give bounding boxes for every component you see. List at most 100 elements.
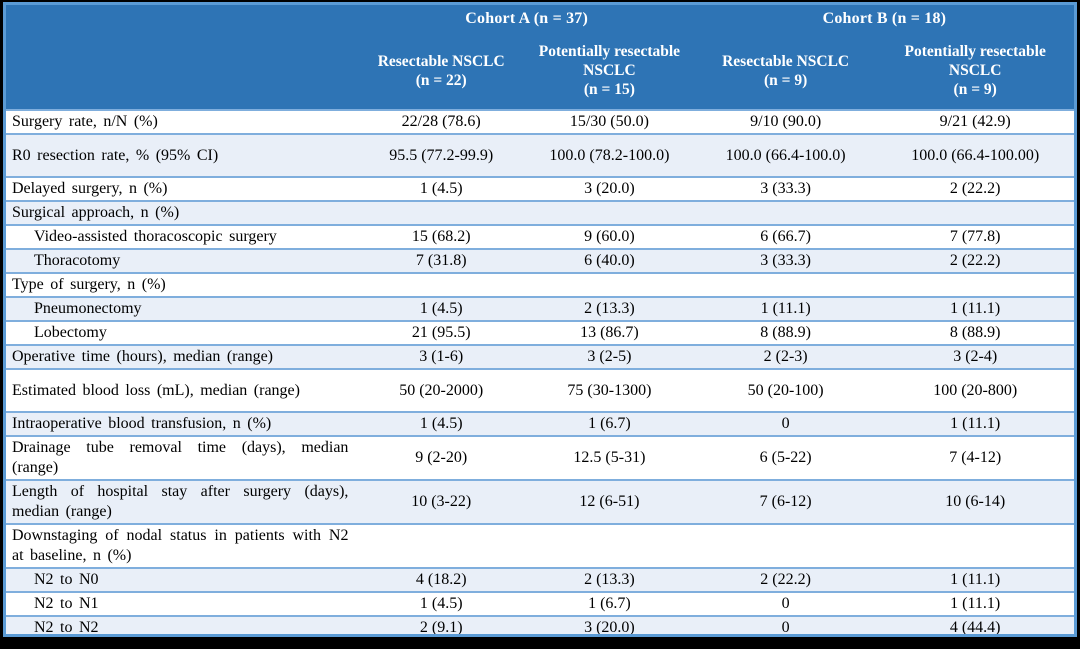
cell-cohort-b-potentially-resectable: 4 (44.4) — [949, 619, 1001, 636]
cell-cohort-b-resectable: 3 (33.3) — [760, 252, 811, 269]
cell-cohort-b-potentially-resectable: 8 (88.9) — [949, 324, 1001, 341]
column-header-n: (n = 9) — [953, 81, 997, 98]
cell-cohort-a-resectable: 4 (18.2) — [415, 571, 467, 588]
cell-cohort-b-potentially-resectable: 100 (20-800) — [933, 381, 1018, 399]
cell-cohort-a-resectable: 1 (4.5) — [419, 415, 463, 432]
table-header: Cohort A (n = 37) Cohort B (n = 18) Rese… — [6, 5, 1074, 109]
column-header-name: Resectable NSCLC — [377, 52, 505, 70]
cell-cohort-b-potentially-resectable: 100.0 (66.4-100.00) — [911, 146, 1040, 164]
table-row: N2 to N2 2 (9.1) 3 (20.0) 0 4 (44.4) — [6, 615, 1074, 636]
cell-cohort-a-resectable: 10 (3-22) — [411, 493, 472, 510]
table-row: N2 to N0 4 (18.2) 2 (13.3) 2 (22.2) 1 (1… — [6, 567, 1074, 591]
cell-cohort-b-potentially-resectable: 3 (2-4) — [953, 348, 998, 365]
row-label: Operative time (hours), median (range) — [12, 348, 274, 365]
column-header-cohort-a-potentially-resectable: Potentially resectable NSCLC (n = 15) — [534, 42, 684, 99]
row-label: Estimated blood loss (mL), median (range… — [12, 381, 300, 399]
cell-cohort-b-resectable: 0 — [781, 595, 790, 612]
column-header-name: Potentially resectable NSCLC — [538, 43, 681, 79]
table-row: Drainage tube removal time (days), media… — [6, 435, 1074, 479]
cell-cohort-b-potentially-resectable: 1 (11.1) — [950, 595, 1001, 612]
cell-cohort-b-resectable: 9/10 (90.0) — [750, 113, 822, 130]
cell-cohort-b-resectable: 0 — [781, 415, 790, 432]
cell-cohort-a-potentially-resectable: 6 (40.0) — [584, 252, 635, 269]
cell-cohort-b-resectable: 0 — [781, 619, 790, 636]
cell-cohort-b-resectable: 2 (22.2) — [760, 571, 811, 588]
cell-cohort-a-resectable: 21 (95.5) — [411, 324, 471, 341]
table-row: Estimated blood loss (mL), median (range… — [6, 368, 1074, 411]
column-header-name: Potentially resectable NSCLC — [904, 43, 1046, 79]
column-header-row: Resectable NSCLC (n = 22) Potentially re… — [6, 32, 1074, 109]
table-row: Thoracotomy 7 (31.8) 6 (40.0) 3 (33.3) 2… — [6, 248, 1074, 272]
cell-cohort-a-potentially-resectable: 3 (20.0) — [584, 180, 635, 197]
row-label: N2 to N1 — [34, 595, 99, 612]
table-row: Downstaging of nodal status in patients … — [6, 523, 1074, 567]
row-label: Delayed surgery, n (%) — [12, 180, 168, 197]
row-label: N2 to N2 — [34, 619, 99, 636]
table-body: Surgery rate, n/N (%) 22/28 (78.6) 15/30… — [6, 109, 1074, 636]
table-row: Lobectomy 21 (95.5) 13 (86.7) 8 (88.9) 8… — [6, 320, 1074, 344]
surgery-outcomes-table: Cohort A (n = 37) Cohort B (n = 18) Rese… — [3, 2, 1077, 637]
cell-cohort-a-resectable: 50 (20-2000) — [399, 381, 484, 399]
cell-cohort-a-resectable: 15 (68.2) — [411, 228, 471, 245]
cell-cohort-a-resectable: 22/28 (78.6) — [401, 113, 481, 130]
table-row: Type of surgery, n (%) — [6, 272, 1074, 296]
table-row: Operative time (hours), median (range) 3… — [6, 344, 1074, 368]
table-row: Surgery rate, n/N (%) 22/28 (78.6) 15/30… — [6, 109, 1074, 133]
column-header-n: (n = 15) — [583, 81, 635, 98]
cell-cohort-b-resectable: 100.0 (66.4-100.0) — [725, 146, 846, 164]
row-label: Pneumonectomy — [34, 300, 142, 317]
table-row: Pneumonectomy 1 (4.5) 2 (13.3) 1 (11.1) … — [6, 296, 1074, 320]
table-row: Delayed surgery, n (%) 1 (4.5) 3 (20.0) … — [6, 176, 1074, 200]
row-label: Type of surgery, n (%) — [12, 276, 166, 293]
cell-cohort-b-potentially-resectable: 1 (11.1) — [950, 415, 1001, 432]
row-label: Length of hospital stay after surgery (d… — [12, 483, 349, 520]
table-row: R0 resection rate, % (95% CI) 95.5 (77.2… — [6, 133, 1074, 176]
row-label: Drainage tube removal time (days), media… — [12, 439, 349, 476]
table-row: Video-assisted thoracoscopic surgery 15 … — [6, 224, 1074, 248]
cell-cohort-a-potentially-resectable: 1 (6.7) — [588, 415, 631, 432]
table-row: Intraoperative blood transfusion, n (%) … — [6, 411, 1074, 435]
row-label: N2 to N0 — [34, 571, 99, 588]
row-label: Thoracotomy — [34, 252, 121, 269]
row-label: Surgical approach, n (%) — [12, 204, 180, 221]
cohort-header-row: Cohort A (n = 37) Cohort B (n = 18) — [6, 5, 1074, 32]
cell-cohort-a-potentially-resectable: 75 (30-1300) — [567, 381, 652, 399]
cell-cohort-a-resectable: 1 (4.5) — [419, 300, 463, 317]
column-header-n: (n = 22) — [415, 71, 467, 89]
cell-cohort-b-potentially-resectable: 7 (77.8) — [949, 228, 1001, 245]
cell-cohort-a-resectable: 3 (1-6) — [419, 348, 464, 365]
cell-cohort-a-potentially-resectable: 100.0 (78.2-100.0) — [549, 146, 670, 164]
cell-cohort-a-potentially-resectable: 1 (6.7) — [588, 595, 631, 612]
cell-cohort-b-potentially-resectable: 7 (4-12) — [949, 449, 1002, 466]
column-header-cohort-b-resectable: Resectable NSCLC (n = 9) — [695, 52, 877, 90]
cell-cohort-a-potentially-resectable: 2 (13.3) — [584, 300, 635, 317]
cell-cohort-b-resectable: 1 (11.1) — [760, 300, 811, 317]
table-row: Length of hospital stay after surgery (d… — [6, 479, 1074, 523]
column-header-cohort-b-potentially-resectable: Potentially resectable NSCLC (n = 9) — [883, 42, 1068, 99]
cell-cohort-b-resectable: 8 (88.9) — [760, 324, 811, 341]
cell-cohort-a-potentially-resectable: 9 (60.0) — [584, 228, 635, 245]
cell-cohort-a-potentially-resectable: 3 (20.0) — [584, 619, 635, 636]
table-row: N2 to N1 1 (4.5) 1 (6.7) 0 1 (11.1) — [6, 591, 1074, 615]
cell-cohort-b-resectable: 6 (66.7) — [760, 228, 811, 245]
cell-cohort-b-resectable: 2 (2-3) — [763, 348, 808, 365]
row-label: Intraoperative blood transfusion, n (%) — [12, 415, 272, 432]
row-label: R0 resection rate, % (95% CI) — [12, 146, 219, 164]
cell-cohort-b-resectable: 3 (33.3) — [760, 180, 811, 197]
cell-cohort-a-potentially-resectable: 2 (13.3) — [584, 571, 635, 588]
cell-cohort-a-potentially-resectable: 13 (86.7) — [580, 324, 639, 341]
cohort-a-header: Cohort A (n = 37) — [465, 9, 589, 27]
cell-cohort-b-potentially-resectable: 2 (22.2) — [949, 252, 1001, 269]
cell-cohort-a-resectable: 2 (9.1) — [419, 619, 463, 636]
cell-cohort-b-potentially-resectable: 9/21 (42.9) — [939, 113, 1011, 130]
cell-cohort-b-potentially-resectable: 1 (11.1) — [950, 571, 1001, 588]
column-header-cohort-a-resectable: Resectable NSCLC (n = 22) — [358, 52, 524, 90]
table-row: Surgical approach, n (%) — [6, 200, 1074, 224]
row-label: Lobectomy — [34, 324, 107, 341]
cell-cohort-a-resectable: 1 (4.5) — [419, 180, 463, 197]
cell-cohort-b-potentially-resectable: 1 (11.1) — [950, 300, 1001, 317]
cell-cohort-b-resectable: 50 (20-100) — [747, 381, 824, 399]
cell-cohort-a-potentially-resectable: 12.5 (5-31) — [573, 449, 646, 466]
cell-cohort-a-resectable: 1 (4.5) — [419, 595, 463, 612]
row-label: Downstaging of nodal status in patients … — [12, 527, 349, 564]
